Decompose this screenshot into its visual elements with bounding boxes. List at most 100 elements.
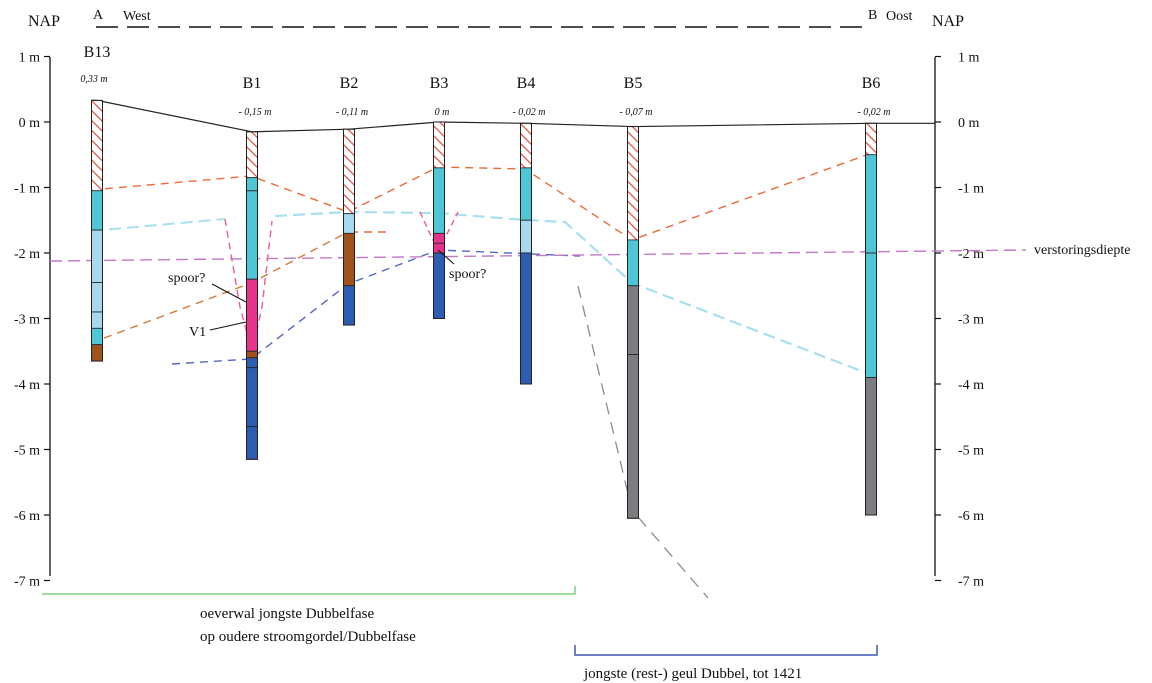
layer-hatch <box>246 131 258 179</box>
layer-cyan <box>91 327 103 346</box>
borehole-b3: B3 0 m <box>430 75 450 319</box>
axis-label-right: 0 m <box>958 116 980 131</box>
layer-brown <box>343 232 355 287</box>
layer-magenta <box>246 278 258 352</box>
borehole-outline <box>246 131 258 460</box>
layer-cyan <box>91 190 103 231</box>
nap-label-left: NAP <box>28 13 60 30</box>
oeverwal-label-line1: oeverwal jongste Dubbelfase <box>200 606 374 622</box>
spoor-label-b3: spoor? <box>449 267 486 282</box>
oost-label: Oost <box>886 9 913 24</box>
axis-label-left: -4 m <box>14 378 40 393</box>
borehole-outline <box>343 128 355 326</box>
borehole-label: B3 <box>430 75 449 92</box>
borehole-b2: B2 - 0,11 m <box>336 75 368 326</box>
axis-label-left: -1 m <box>14 182 40 197</box>
borehole-elevation: - 0,02 m <box>512 107 545 118</box>
verstoringsdiepte-line <box>49 249 1027 262</box>
axis-label-right: -4 m <box>958 378 984 393</box>
axis-label-left: -6 m <box>14 509 40 524</box>
axis-label-right: -3 m <box>958 313 984 328</box>
layer-blue <box>433 252 445 319</box>
axis-label-right: -7 m <box>958 575 984 590</box>
point-a-label: A <box>93 8 104 23</box>
borehole-b4: B4 - 0,02 m <box>512 75 546 385</box>
borehole-outline <box>865 122 877 516</box>
axis-label-left: -2 m <box>14 247 40 262</box>
borehole-label: B4 <box>517 75 536 92</box>
west-label: West <box>123 9 151 24</box>
point-b-label: B <box>868 8 877 23</box>
borehole-elevation: - 0,11 m <box>336 107 368 118</box>
layer-grey <box>865 377 877 516</box>
layer-hatch <box>91 99 103 192</box>
geul-label: jongste (rest-) geul Dubbel, tot 1421 <box>583 666 802 682</box>
layer-cyan <box>433 167 445 234</box>
layer-cyan <box>865 154 877 378</box>
oeverwal-label-line2: op oudere stroomgordel/Dubbelfase <box>200 629 416 645</box>
borehole-label: B6 <box>862 75 881 92</box>
axis-label-left: -7 m <box>14 575 40 590</box>
layer-hatch <box>433 121 445 169</box>
layer-brown <box>91 344 103 362</box>
spoor-pointer-b1 <box>211 283 247 303</box>
axis-label-right: -1 m <box>958 182 984 197</box>
axis-ticks: 1 m 1 m 0 m 0 m -1 m -1 m -2 m -2 m -3 m -3 m -4 m… <box>14 51 984 590</box>
borehole-b13: B13 0,33 m <box>80 44 111 362</box>
axis-label-right: 1 m <box>958 51 980 66</box>
borehole-label: B5 <box>624 75 643 92</box>
boreholes: B13 0,33 m B1 - 0,15 m B2 - 0,11 m B3 0 m B4 - 0,… <box>80 44 891 519</box>
borehole-elevation: 0 m <box>435 107 450 118</box>
layer-cyan <box>246 177 258 280</box>
spoor-pointer-b3 <box>437 249 455 265</box>
layer-lightblue <box>343 213 355 234</box>
correlation-line-orange <box>90 153 870 241</box>
verstoringsdiepte-label: verstoringsdiepte <box>1034 243 1130 258</box>
borehole-b6: B6 - 0,02 m <box>857 75 891 516</box>
axis-label-right: -5 m <box>958 444 984 459</box>
layer-lightblue <box>520 219 532 254</box>
borehole-elevation: - 0,02 m <box>857 107 890 118</box>
borehole-label: B2 <box>340 75 359 92</box>
layer-lightblue <box>91 229 103 329</box>
layer-cyan <box>520 167 532 221</box>
oeverwal-bracket <box>42 586 576 595</box>
borehole-b5: B5 - 0,07 m <box>619 75 653 519</box>
layer-brown <box>246 350 258 359</box>
v1-pointer <box>209 321 247 331</box>
correlation-line-lightblue <box>274 210 870 376</box>
borehole-label: B13 <box>84 44 111 61</box>
borehole-outline <box>91 99 103 362</box>
layer-hatch <box>520 122 532 169</box>
v1-label: V1 <box>189 325 206 340</box>
layer-blue <box>520 252 532 385</box>
axis-label-left: -3 m <box>14 313 40 328</box>
axis-label-right: -2 m <box>958 247 984 262</box>
layer-cyan <box>627 239 639 287</box>
correlation-lines <box>49 153 1027 599</box>
borehole-label: B1 <box>243 75 262 92</box>
layer-grey <box>627 285 639 519</box>
channel-line-grey <box>577 285 709 599</box>
layer-blue <box>246 357 258 460</box>
axis-label-left: -5 m <box>14 444 40 459</box>
nap-label-right: NAP <box>932 13 964 30</box>
layer-hatch <box>343 128 355 215</box>
geul-bracket <box>574 645 878 656</box>
borehole-elevation: 0,33 m <box>80 74 107 85</box>
layer-hatch <box>627 126 639 241</box>
axis-label-left: 0 m <box>19 116 41 131</box>
layer-blue <box>343 285 355 326</box>
spoor-label-b1: spoor? <box>168 271 205 286</box>
borehole-elevation: - 0,07 m <box>619 107 652 118</box>
correlation-line-lightblue-west <box>90 218 226 232</box>
layer-hatch <box>865 122 877 156</box>
axis-label-right: -6 m <box>958 509 984 524</box>
borehole-outline <box>433 121 445 319</box>
borehole-outline <box>627 126 639 519</box>
axis-label-left: 1 m <box>19 51 41 66</box>
borehole-b1: B1 - 0,15 m <box>238 75 272 460</box>
borehole-outline <box>520 122 532 385</box>
